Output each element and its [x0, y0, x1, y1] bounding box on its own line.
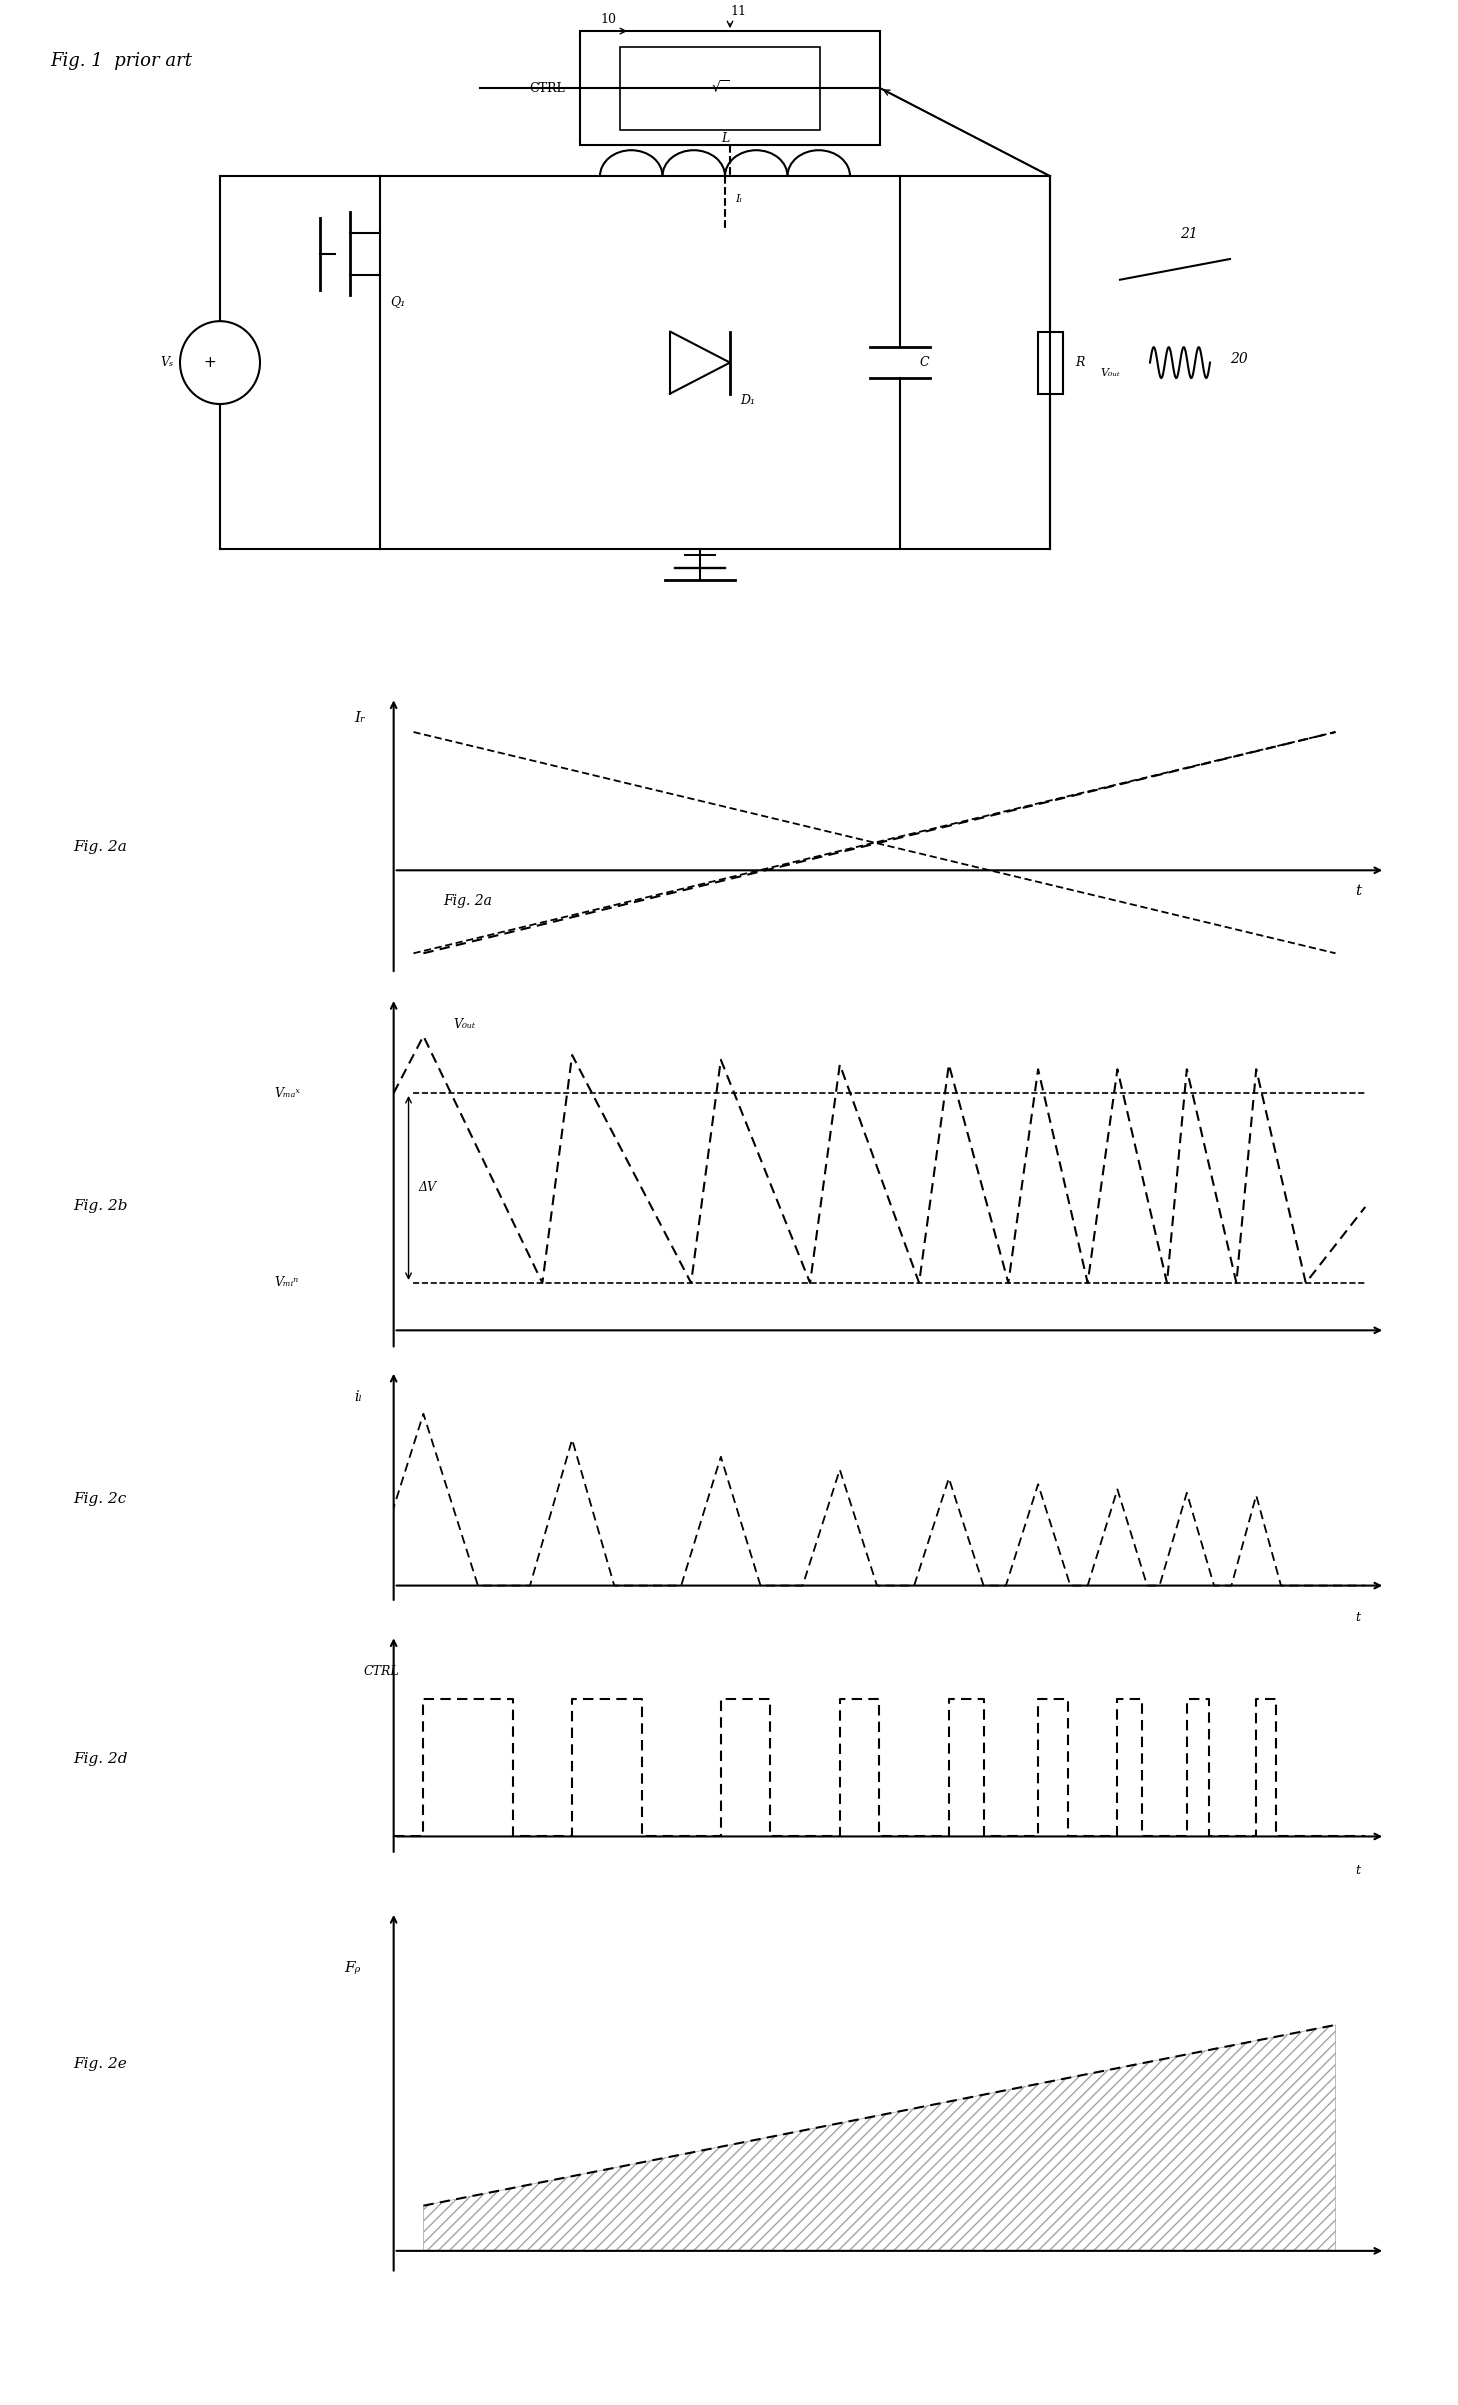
Polygon shape: [423, 2025, 1336, 2251]
Text: 10: 10: [601, 12, 615, 26]
FancyBboxPatch shape: [620, 46, 819, 130]
Text: Q₁: Q₁: [389, 296, 405, 308]
Text: Fig. 2e: Fig. 2e: [73, 2056, 127, 2071]
Text: t: t: [1356, 885, 1362, 897]
Text: Fᵨ: Fᵨ: [344, 1962, 360, 1975]
Text: CTRL: CTRL: [364, 1664, 399, 1679]
Text: Fig. 2c: Fig. 2c: [73, 1491, 127, 1506]
FancyBboxPatch shape: [580, 31, 881, 144]
Text: Iᵣ: Iᵣ: [354, 712, 366, 726]
Text: L: L: [720, 132, 729, 144]
Bar: [1038, 332, 1063, 394]
Text: 20: 20: [1231, 351, 1248, 366]
Text: Fig. 2b: Fig. 2b: [73, 1198, 127, 1212]
Text: CTRL: CTRL: [529, 82, 566, 94]
Text: Iₗ: Iₗ: [735, 195, 742, 204]
Text: 11: 11: [730, 5, 746, 17]
Text: t: t: [1356, 1611, 1360, 1623]
Text: V₀ᵤₜ: V₀ᵤₜ: [453, 1017, 475, 1032]
Text: t: t: [1356, 1864, 1360, 1876]
Text: 21: 21: [1180, 228, 1198, 240]
Text: +: +: [204, 356, 216, 370]
Text: D₁: D₁: [741, 394, 755, 406]
Text: V₀ᵤₜ: V₀ᵤₜ: [1099, 368, 1120, 378]
Text: Vₘᵢⁿ: Vₘᵢⁿ: [274, 1277, 299, 1289]
Text: Fig. 2a: Fig. 2a: [73, 839, 127, 854]
Text: Vₘₐˣ: Vₘₐˣ: [274, 1087, 300, 1099]
Text: ΔV: ΔV: [418, 1181, 436, 1195]
Text: iₗ: iₗ: [354, 1390, 362, 1405]
Text: Vₛ: Vₛ: [160, 356, 174, 368]
Text: $\sqrt{\ }$: $\sqrt{\ }$: [710, 79, 729, 96]
Text: C: C: [920, 356, 930, 368]
Text: Fig. 1  prior art: Fig. 1 prior art: [50, 53, 192, 70]
Text: Fig. 2d: Fig. 2d: [73, 1751, 127, 1765]
Text: Fig. 2a: Fig. 2a: [443, 895, 493, 907]
Text: R: R: [1075, 356, 1085, 368]
